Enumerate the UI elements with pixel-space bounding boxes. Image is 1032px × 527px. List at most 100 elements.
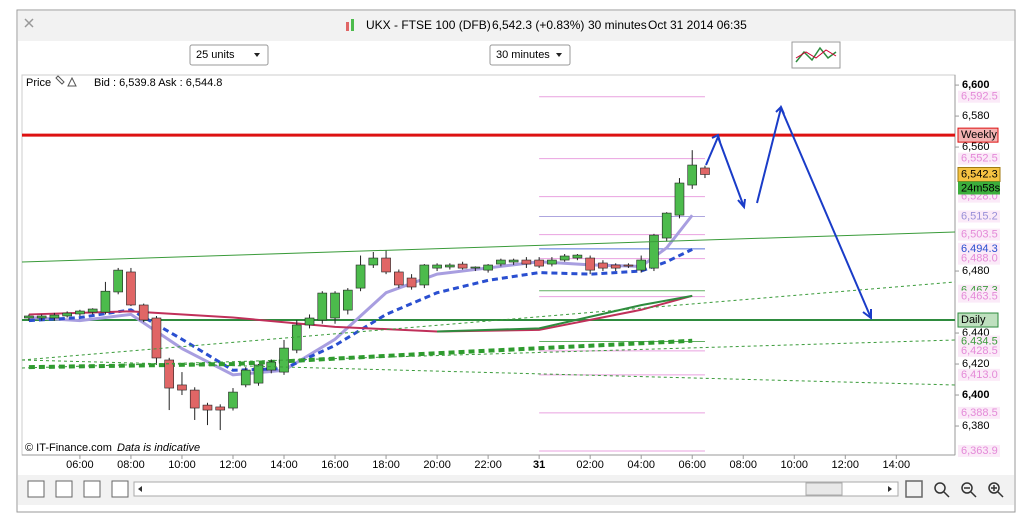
level-label: 6,428.5: [961, 345, 998, 357]
candle-body: [598, 262, 608, 269]
x-tick-label: 10:00: [168, 459, 196, 471]
y-tick-label: 6,380: [962, 420, 990, 432]
scrollbar[interactable]: [133, 481, 899, 497]
title-bar: [18, 11, 1014, 41]
level-label: 6,413.0: [961, 369, 998, 381]
candle-body: [534, 259, 544, 267]
y-tick-label: 6,400: [962, 389, 990, 401]
legend-bid-ask: Bid : 6,539.8 Ask : 6,544.8: [94, 77, 222, 89]
countdown-bg: [958, 181, 1000, 195]
candle-body: [496, 259, 506, 265]
candle-body: [113, 269, 123, 293]
toolbar-buttons[interactable]: [27, 480, 129, 498]
y-tick-label: 6,580: [962, 110, 990, 122]
candle-body: [649, 234, 659, 269]
candle-body: [126, 271, 136, 306]
level-label: 6,494.3: [961, 243, 998, 255]
x-tick-label: 04:00: [627, 459, 655, 471]
symbol: UKX - FTSE 100 (DFB): [366, 18, 491, 32]
interval: 30 minutes: [588, 18, 647, 32]
candle-body: [419, 264, 430, 286]
x-tick-label: 10:00: [781, 459, 809, 471]
candle-body: [304, 317, 315, 326]
y-tick-label: 6,560: [962, 141, 990, 153]
y-tick-label: 6,420: [962, 358, 990, 370]
candle-body: [585, 257, 595, 271]
symbol-icon: [346, 19, 354, 31]
x-tick-label: 16:00: [321, 459, 349, 471]
level-label: 6,592.5: [961, 91, 998, 103]
candle-body: [700, 167, 710, 175]
level-label: 6,488.0: [961, 253, 998, 265]
level-label: 6,463.5: [961, 291, 998, 303]
candle-body: [355, 264, 366, 289]
legend-price: Price: [26, 77, 51, 89]
x-tick-label: 06:00: [66, 459, 94, 471]
candle-body: [87, 308, 98, 313]
units-text: 25 units: [196, 49, 235, 61]
forecast-arrows: [705, 104, 872, 320]
strategy-button[interactable]: [791, 41, 841, 69]
candle-body: [151, 317, 162, 359]
candle-body: [100, 290, 111, 313]
level-label-bg: [958, 290, 1000, 303]
daily-label: Daily: [961, 314, 986, 326]
timeframe-text: 30 minutes: [496, 49, 550, 61]
settings-icons[interactable]: [55, 75, 77, 87]
daily-label-bg: [957, 312, 999, 328]
level-label-bg: [958, 90, 1000, 103]
zoom-buttons[interactable]: [905, 480, 1004, 498]
candle-body: [228, 391, 238, 409]
candle-body: [636, 259, 646, 271]
x-tick-label: 02:00: [576, 459, 604, 471]
timeframe-dropdown[interactable]: [489, 44, 571, 66]
data-note: Data is indicative: [117, 442, 200, 454]
candle-body: [470, 266, 481, 269]
x-tick-label: 06:00: [678, 459, 706, 471]
trend-line: [21, 231, 956, 263]
indicator-line: [437, 294, 693, 333]
candle-body: [49, 314, 60, 319]
candle-body: [317, 292, 328, 321]
candle-body: [445, 264, 455, 268]
candle-body: [432, 264, 442, 269]
candle-body: [164, 359, 175, 389]
level-label-bg: [958, 242, 1000, 255]
units-dropdown[interactable]: [189, 44, 269, 66]
datetime: Oct 31 2014 06:35: [648, 18, 747, 32]
candle-body: [610, 264, 621, 269]
x-tick-label: 14:00: [883, 459, 911, 471]
candle-body: [483, 264, 493, 271]
candle-body: [177, 384, 187, 391]
x-tick-label: 22:00: [474, 459, 502, 471]
candle-body: [521, 259, 532, 265]
candle-body: [62, 312, 72, 317]
close-button[interactable]: [24, 18, 34, 28]
level-label: 6,363.9: [961, 445, 998, 457]
candle-body: [240, 369, 251, 386]
candle-body: [687, 164, 698, 186]
candle-body: [189, 389, 200, 409]
x-tick-label: 31: [533, 459, 545, 471]
x-tick-label: 20:00: [423, 459, 451, 471]
level-label-bg: [958, 344, 1000, 357]
candle-body: [266, 361, 277, 371]
x-tick-label: 14:00: [270, 459, 298, 471]
quote: 6,542.3 (+0.83%): [492, 18, 584, 32]
candle-body: [138, 304, 149, 321]
weekly-label: Weekly: [961, 129, 997, 141]
candle-body: [674, 182, 685, 216]
candle-body: [330, 292, 340, 319]
x-tick-label: 08:00: [117, 459, 145, 471]
candle-body: [661, 212, 672, 239]
candle-body: [368, 257, 379, 266]
candle-body: [24, 315, 34, 319]
candle-body: [547, 259, 557, 265]
candle-body: [394, 271, 404, 286]
copyright: © IT-Finance.com: [25, 442, 112, 454]
level-label-bg: [958, 210, 1000, 223]
level-label-bg: [958, 444, 1000, 457]
last-price: 6,542.3: [961, 168, 998, 180]
candle-body: [202, 404, 213, 411]
